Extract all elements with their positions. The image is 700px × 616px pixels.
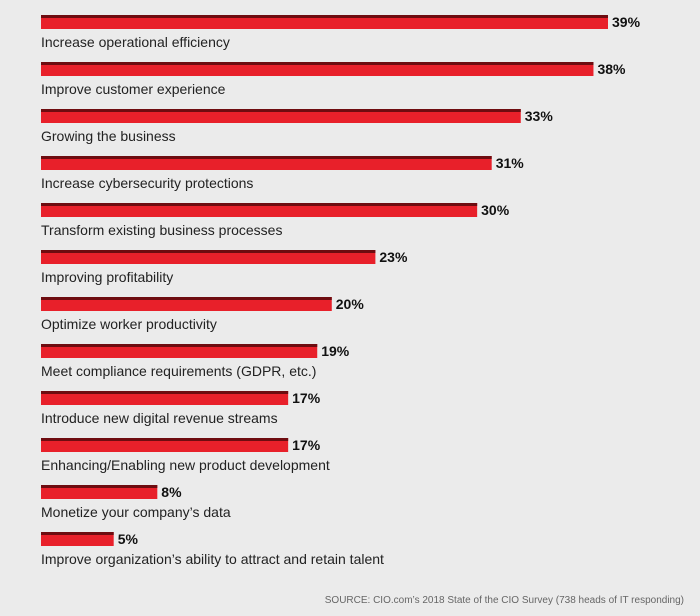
value-label: 19% [321,343,350,359]
category-label: Enhancing/Enabling new product developme… [41,457,330,473]
bar [41,532,114,546]
bar-row: 17% Introduce new digital revenue streams [41,390,321,426]
bar-top-shade [41,156,492,159]
bar-top-shade [41,438,289,441]
value-label: 17% [292,437,321,453]
bar-row: 38% Improve customer experience [41,61,626,97]
bar-top-shade [41,297,332,300]
bar [41,109,521,123]
bar-row: 23% Improving profitability [41,249,408,285]
category-label: Improving profitability [41,269,173,285]
bar [41,297,332,311]
bar-top-shade [41,250,376,253]
category-label: Increase operational efficiency [41,34,230,50]
bar-row: 20% Optimize worker productivity [41,296,364,332]
bar-row: 17% Enhancing/Enabling new product develo… [41,437,330,473]
bar-top-shade [41,15,608,18]
bar-row: 5% Improve organization’s ability to attr… [41,531,384,567]
bar-top-shade [41,391,289,394]
category-label: Increase cybersecurity protections [41,175,253,191]
bar-top-shade [41,203,478,206]
category-label: Transform existing business processes [41,222,282,238]
bar [41,485,158,499]
bar-row: 8% Monetize your company’s data [41,484,231,520]
value-label: 20% [336,296,365,312]
value-label: 17% [292,390,321,406]
bar [41,156,492,170]
value-label: 33% [525,108,554,124]
category-label: Improve organization’s ability to attrac… [41,551,384,567]
value-label: 38% [597,61,626,77]
bar [41,344,318,358]
bar-row: 30% Transform existing business processes [41,202,510,238]
bar [41,250,376,264]
bar-row: 33% Growing the business [41,108,553,144]
bar [41,391,289,405]
category-label: Meet compliance requirements (GDPR, etc.… [41,363,316,379]
value-label: 23% [379,249,408,265]
category-label: Optimize worker productivity [41,316,217,332]
bar [41,438,289,452]
value-label: 39% [612,14,641,30]
value-label: 31% [496,155,525,171]
bar [41,62,594,76]
bar-top-shade [41,532,114,535]
bar-row: 31% Increase cybersecurity protections [41,155,524,191]
bar [41,203,478,217]
category-label: Growing the business [41,128,176,144]
bar-row: 19% Meet compliance requirements (GDPR, e… [41,343,350,379]
bar-top-shade [41,485,158,488]
value-label: 5% [118,531,139,547]
source-note: SOURCE: CIO.com’s 2018 State of the CIO … [324,595,684,606]
category-label: Monetize your company’s data [41,504,231,520]
value-label: 8% [161,484,182,500]
bar-row: 39% Increase operational efficiency [41,14,641,50]
bar [41,15,608,29]
bar-top-shade [41,62,594,65]
bar-top-shade [41,109,521,112]
bar-top-shade [41,344,318,347]
category-label: Improve customer experience [41,81,226,97]
category-label: Introduce new digital revenue streams [41,410,278,426]
value-label: 30% [481,202,510,218]
